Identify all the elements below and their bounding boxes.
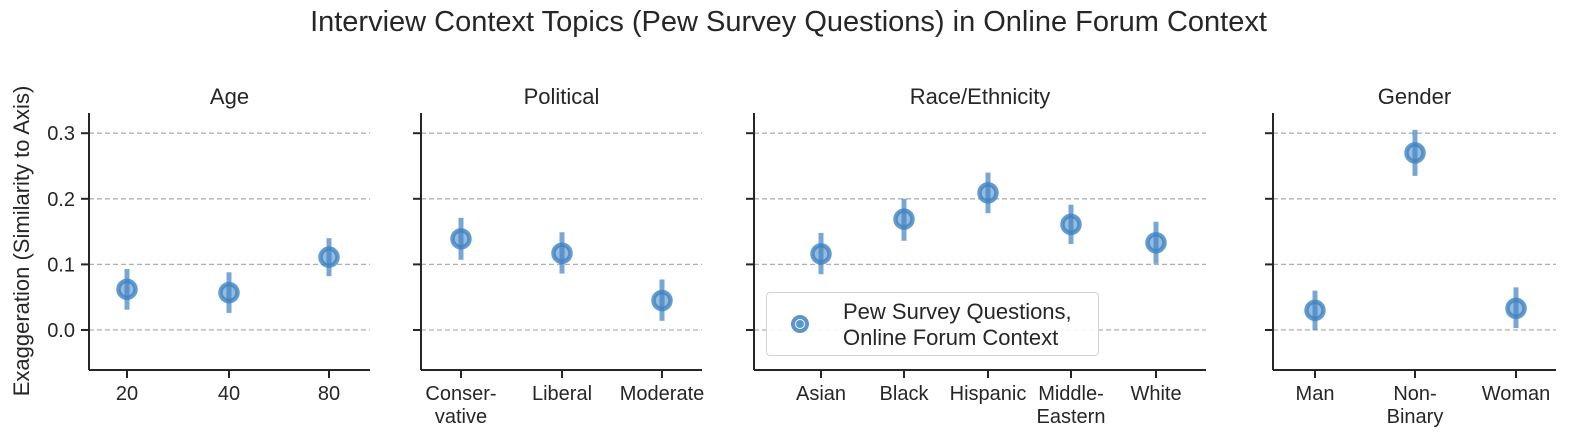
y-tick-label: 0.1 bbox=[47, 254, 75, 276]
x-tick-label: Black bbox=[880, 383, 930, 405]
x-tick-label: White bbox=[1130, 383, 1181, 405]
panel-title-race-ethnicity: Race/Ethnicity bbox=[910, 84, 1051, 109]
data-point bbox=[218, 281, 240, 304]
legend-label-line-1: Pew Survey Questions, bbox=[843, 299, 1072, 324]
legend-label-line-2: Online Forum Context bbox=[843, 325, 1059, 350]
data-point bbox=[651, 289, 673, 312]
y-tick-label: 0.0 bbox=[47, 320, 75, 342]
panel-title-age: Age bbox=[210, 84, 249, 109]
data-point bbox=[551, 242, 573, 264]
x-tick-label: 40 bbox=[218, 383, 240, 405]
data-point bbox=[1505, 297, 1527, 320]
legend-marker bbox=[791, 315, 809, 333]
x-tick-label: Woman bbox=[1482, 383, 1551, 405]
x-tick-label: Middle- bbox=[1038, 383, 1104, 405]
y-tick-label: 0.3 bbox=[47, 123, 75, 145]
chart-title: Interview Context Topics (Pew Survey Que… bbox=[310, 6, 1267, 38]
data-point bbox=[116, 278, 138, 301]
data-point bbox=[977, 182, 999, 204]
x-tick-label: vative bbox=[435, 406, 487, 428]
x-tick-label: 20 bbox=[116, 383, 138, 405]
x-tick-label: Man bbox=[1296, 383, 1335, 405]
data-point bbox=[1304, 299, 1326, 322]
data-point bbox=[318, 246, 340, 268]
data-point bbox=[810, 243, 832, 265]
x-tick-label: 80 bbox=[318, 383, 340, 405]
data-point bbox=[893, 208, 915, 230]
x-tick-label: Asian bbox=[796, 383, 846, 405]
y-tick-label: 0.2 bbox=[47, 189, 75, 211]
x-tick-label: Hispanic bbox=[950, 383, 1027, 405]
panel-title-gender: Gender bbox=[1378, 84, 1451, 109]
legend-label: Pew Survey Questions, Online Forum Conte… bbox=[843, 299, 1072, 351]
x-tick-label: Liberal bbox=[532, 383, 592, 405]
panel-title-political: Political bbox=[524, 84, 600, 109]
x-tick-label: Eastern bbox=[1037, 406, 1106, 428]
x-tick-label: Moderate bbox=[620, 383, 705, 405]
legend: Pew Survey Questions, Online Forum Conte… bbox=[766, 292, 1099, 356]
data-point bbox=[1060, 213, 1082, 236]
data-point bbox=[450, 228, 472, 250]
x-tick-label: Conser- bbox=[425, 383, 496, 405]
x-tick-label: Non- bbox=[1393, 383, 1436, 405]
data-point bbox=[1145, 232, 1167, 254]
data-point bbox=[1404, 142, 1426, 164]
x-tick-label: Binary bbox=[1387, 406, 1444, 428]
